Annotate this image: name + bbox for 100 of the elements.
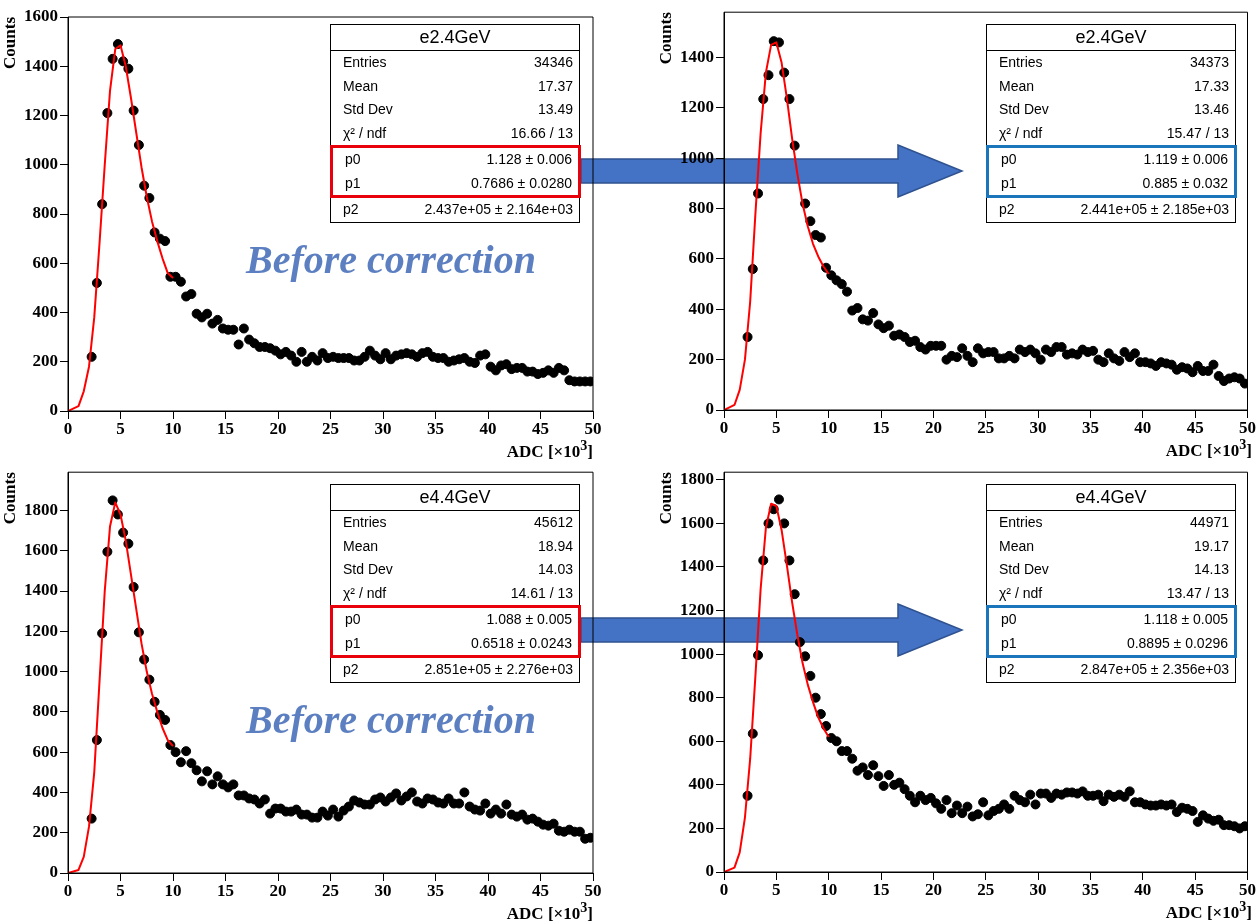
x-tick-label: 0 [63, 418, 73, 438]
annotation: 19.17 [1193, 536, 1229, 556]
annotation: Entries [343, 53, 387, 72]
annotation: Mean [999, 536, 1035, 556]
x-tick-label: 20 [924, 879, 942, 899]
annotation: p0 [345, 150, 361, 169]
annotation: Before correction [246, 696, 536, 743]
x-tick-label: 30 [374, 418, 392, 438]
annotation: p0 [1001, 610, 1017, 629]
annotation: 2.851e+05 ± 2.276e+03 [424, 660, 573, 679]
x-tick-label: 15 [217, 880, 234, 900]
annotation: Std Dev [999, 100, 1049, 119]
annotation: Entries [999, 53, 1043, 72]
annotation: p0 [1001, 150, 1017, 169]
annotation: χ² / ndf [999, 123, 1043, 143]
annotation: e4.4GeV [987, 485, 1235, 511]
annotation: 17.33 [1193, 76, 1229, 96]
annotation: 13.47 / 13 [1166, 583, 1229, 603]
annotation: p2 [343, 660, 359, 679]
annotation: 13.46 [1193, 100, 1229, 119]
y-tick-label: 600 [688, 248, 714, 268]
y-tick-label: 1000 [680, 643, 714, 663]
annotation: Entries [999, 513, 1043, 532]
annotation: χ² / ndf [343, 583, 387, 603]
x-tick-label: 25 [322, 880, 339, 900]
annotation: p2 [999, 660, 1015, 679]
x-tick-label: 50 [1239, 879, 1256, 899]
annotation: 18.94 [537, 536, 573, 556]
annotation: 2.437e+05 ± 2.164e+03 [424, 200, 573, 219]
annotation: 0.885 ± 0.032 [1142, 173, 1228, 193]
x-tick-label: 5 [116, 880, 125, 900]
annotation: Std Dev [343, 100, 393, 119]
x-tick-label: 50 [584, 418, 602, 438]
y-tick-label: 1200 [680, 97, 714, 117]
x-tick-label: 45 [1186, 879, 1204, 899]
annotation: 34346 [534, 53, 573, 72]
annotation: e2.4GeV [987, 25, 1235, 51]
y-tick-label: 0 [49, 862, 58, 882]
annotation: 2.441e+05 ± 2.185e+03 [1080, 200, 1229, 219]
y-tick-label: 1600 [24, 540, 58, 560]
x-tick-label: 0 [719, 417, 729, 437]
x-tick-label: 45 [532, 418, 549, 438]
y-tick-label: 800 [32, 203, 58, 223]
y-tick-label: 600 [32, 252, 58, 272]
annotation: 1.119 ± 0.006 [1143, 150, 1228, 169]
y-axis-title: Counts [0, 16, 19, 69]
x-tick-label: 30 [1029, 879, 1047, 899]
annotation: p2 [999, 200, 1015, 219]
x-tick-label: 20 [269, 880, 287, 900]
x-tick-label: 20 [924, 417, 942, 437]
x-tick-label: 5 [116, 418, 125, 438]
x-tick-label: 35 [1081, 417, 1099, 437]
y-tick-label: 1200 [24, 104, 58, 124]
x-tick-label: 10 [164, 880, 182, 900]
x-tick-label: 5 [772, 879, 781, 899]
x-tick-label: 35 [427, 880, 444, 900]
x-tick-label: 50 [1239, 417, 1256, 437]
annotation: 2.847e+05 ± 2.356e+03 [1080, 660, 1229, 679]
x-tick-label: 45 [532, 880, 549, 900]
annotation: Before correction [246, 236, 536, 283]
annotation: 1.118 ± 0.005 [1143, 610, 1228, 629]
x-tick-label: 15 [217, 418, 234, 438]
annotation: 1.088 ± 0.005 [486, 610, 572, 629]
annotation: 44971 [1190, 513, 1229, 532]
annotation: χ² / ndf [999, 583, 1043, 603]
annotation: χ² / ndf [343, 123, 387, 143]
y-tick-label: 400 [688, 774, 714, 794]
annotation: p0 [345, 610, 361, 629]
y-tick-label: 400 [32, 781, 58, 801]
y-tick-label: 1400 [680, 46, 714, 66]
y-tick-label: 800 [688, 197, 714, 217]
annotation: 16.66 / 13 [510, 123, 573, 143]
y-axis-title: Counts [655, 11, 675, 65]
annotation: 14.61 / 13 [510, 583, 573, 603]
x-tick-label: 40 [479, 880, 497, 900]
x-tick-label: 15 [872, 879, 890, 899]
x-axis-title: ADC [×10$^{3}$] [1165, 436, 1252, 461]
annotation: 15.47 / 13 [1166, 123, 1229, 143]
x-tick-label: 25 [322, 418, 339, 438]
annotation: p1 [1001, 633, 1017, 653]
y-tick-label: 1000 [24, 660, 58, 680]
x-tick-label: 35 [1081, 879, 1099, 899]
y-tick-label: 1400 [24, 580, 58, 600]
y-tick-label: 1400 [24, 55, 58, 75]
y-tick-label: 200 [688, 349, 714, 369]
annotation: Std Dev [343, 560, 393, 579]
x-tick-label: 10 [164, 418, 182, 438]
y-tick-label: 200 [32, 351, 58, 371]
y-tick-label: 1800 [24, 499, 58, 519]
x-tick-label: 40 [1134, 879, 1152, 899]
annotation: Mean [343, 536, 379, 556]
y-tick-label: 0 [49, 400, 58, 420]
annotation: Entries [343, 513, 387, 532]
x-tick-label: 35 [427, 418, 444, 438]
annotation: 13.49 [537, 100, 573, 119]
y-tick-label: 1400 [680, 556, 714, 576]
x-tick-label: 20 [269, 418, 287, 438]
annotation: 14.13 [1193, 560, 1229, 579]
x-tick-label: 25 [977, 879, 995, 899]
annotation: Mean [999, 76, 1035, 96]
